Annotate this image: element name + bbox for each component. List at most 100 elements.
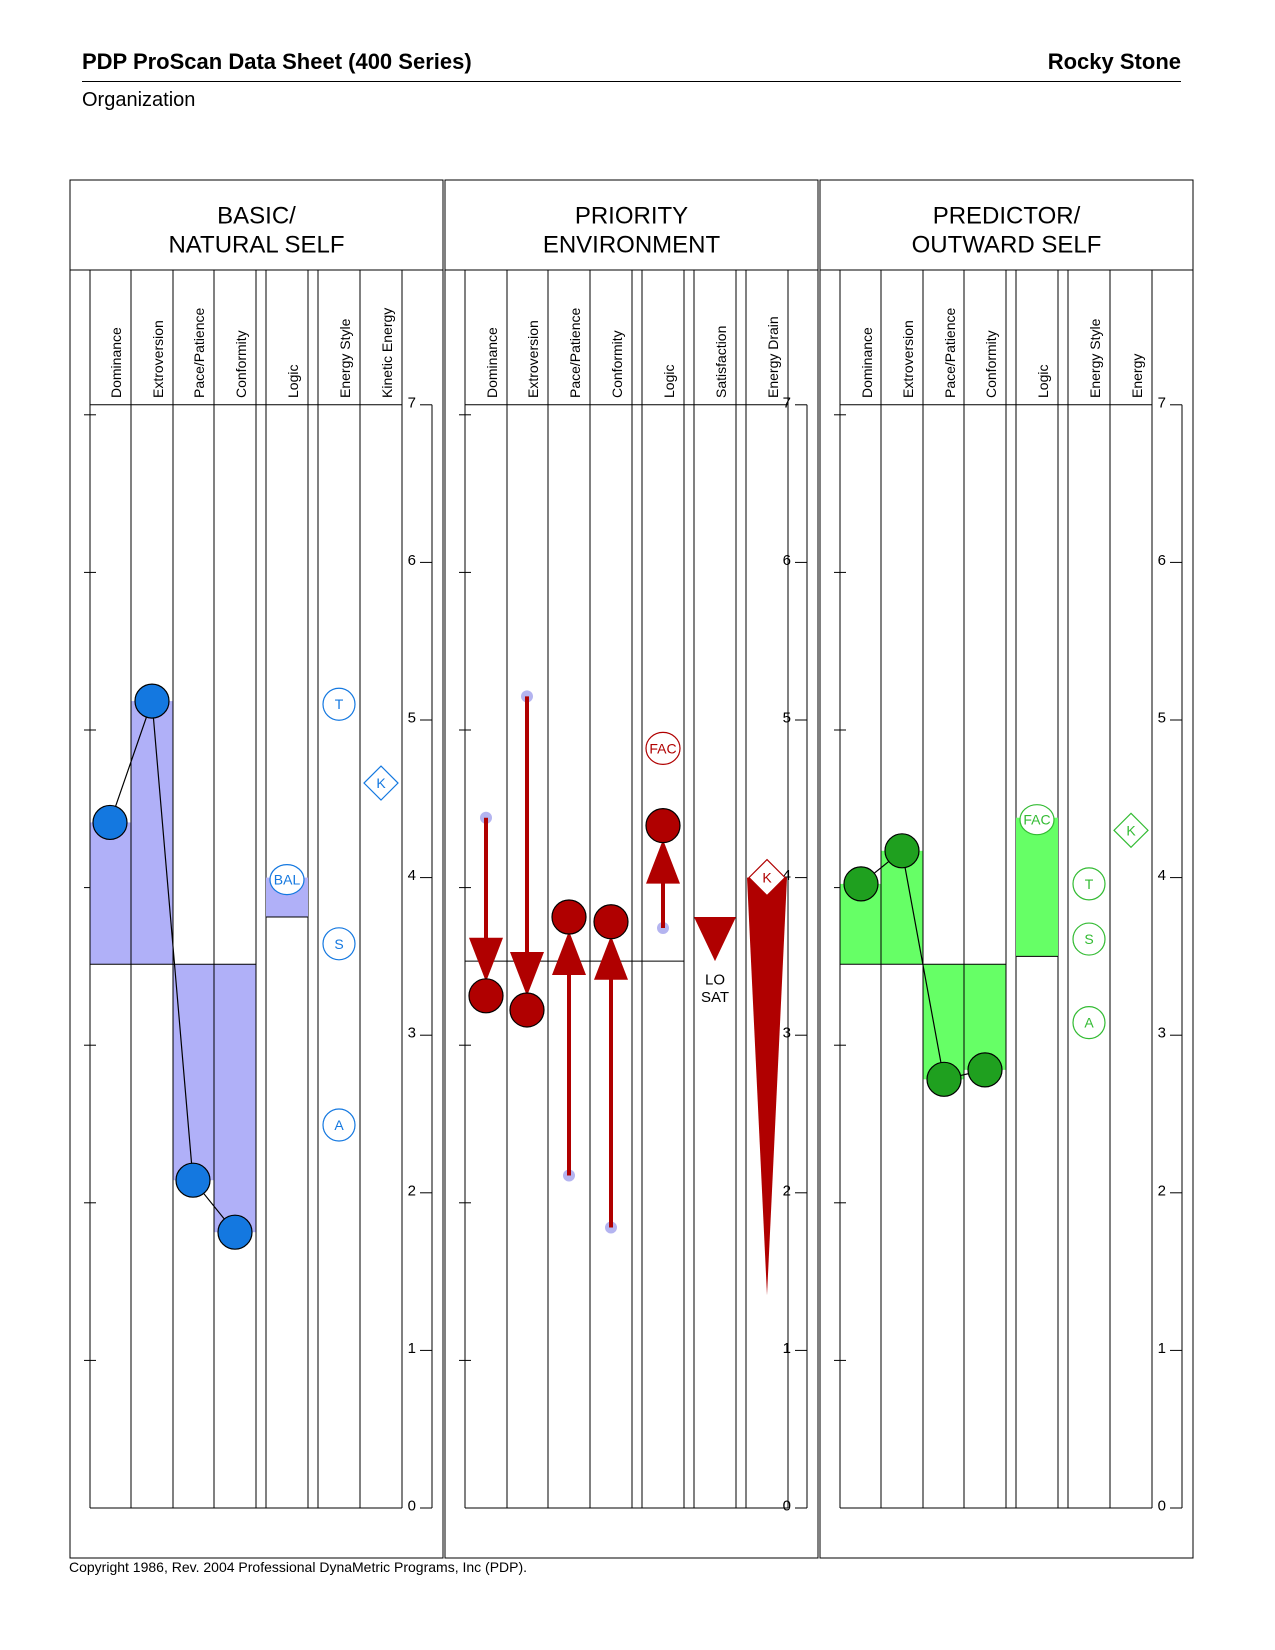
priority-shift-dot-pace-patience [551,899,587,935]
priority-scale-label-0: 0 [783,1498,791,1515]
predictor-scale-label-1: 1 [1158,1340,1166,1357]
priority-shift-arrow-logic [646,839,680,884]
predictor-logic-bar [1016,817,1058,957]
basic-col-label-dominance: Dominance [108,327,124,398]
predictor-scale-label-5: 5 [1158,710,1166,727]
priority-energy-drain-diamond [748,858,786,897]
predictor-energy-style-label-s: S [1084,931,1093,947]
basic-scale-label-1: 1 [408,1340,416,1357]
basic-scale-label-5: 5 [408,710,416,727]
basic-energy-style-circle-t [322,687,356,721]
basic-col-label-kinetic-energy: Kinetic Energy [379,308,395,398]
basic-logic-badge [269,863,305,896]
predictor-scale-label-7: 7 [1158,394,1166,411]
priority-scale-label-4: 4 [783,867,791,884]
priority-energy-drain-wedge [747,877,787,1296]
predictor-scale-label-6: 6 [1158,552,1166,569]
priority-energy-drain-label: K [762,870,772,886]
basic-col-label-logic: Logic [285,365,301,398]
predictor-title-line1: PREDICTOR/ [933,203,1081,230]
header-divider [82,81,1181,82]
predictor-col-label-extroversion: Extroversion [900,320,916,398]
basic-energy-label: K [376,775,386,791]
priority-satisfaction-label-line1: LO [705,972,725,989]
basic-trait-dot-dominance [92,804,128,841]
basic-scale-label-4: 4 [408,867,416,884]
priority-shift-dot-dominance [468,978,504,1014]
priority-col-label-conformity: Conformity [609,330,625,398]
basic-title-line1: BASIC/ [217,203,296,230]
basic-energy-diamond [363,765,399,801]
priority-shift-arrow-pace-patience [552,931,586,975]
predictor-trait-dot-extroversion [884,833,920,869]
predictor-trait-bar-pace-patience [923,964,964,1080]
predictor-energy-style-label-a: A [1084,1015,1094,1031]
basic-trait-bar-conformity [214,964,256,1233]
predictor-title-line2: OUTWARD SELF [912,232,1102,259]
priority-scale-label-2: 2 [783,1182,791,1199]
predictor-col-label-energy: Energy [1129,354,1145,398]
priority-scale-label-3: 3 [783,1025,791,1042]
predictor-energy-label: K [1126,822,1136,838]
priority-col-label-satisfaction: Satisfaction [713,326,729,398]
copyright-notice: Copyright 1986, Rev. 2004 Professional D… [69,1559,528,1575]
basic-trait-dot-conformity [217,1214,253,1250]
basic-trait-bar-pace-patience [173,964,214,1181]
proscan-chart: BASIC/NATURAL SELF Dominance Extroversion P… [69,179,1194,1559]
priority-scale-label-6: 6 [783,552,791,569]
priority-panel-frame [444,179,819,1559]
basic-col-label-conformity: Conformity [233,330,249,398]
predictor-trait-dot-pace-patience [926,1061,962,1097]
basic-trait-connector [109,700,236,1233]
basic-col-label-energy-style: Energy Style [337,318,353,398]
priority-shift-arrow-dominance [469,937,503,982]
predictor-col-label-dominance: Dominance [859,327,875,398]
priority-satisfaction-label-line2: SAT [701,989,729,1006]
priority-shift-dot-extroversion [509,992,545,1028]
priority-shift-arrow-conformity [594,935,628,980]
basic-scale-label-3: 3 [408,1025,416,1042]
predictor-scale-label-0: 0 [1158,1498,1166,1515]
predictor-logic-badge [1019,804,1055,836]
priority-satisfaction-arrow [694,917,736,962]
basic-title-line2: NATURAL SELF [168,232,344,259]
basic-col-label-extroversion: Extroversion [150,320,166,398]
predictor-scale-label-3: 3 [1158,1025,1166,1042]
priority-scale-label-7: 7 [783,394,791,411]
person-name: Rocky Stone [1047,49,1181,74]
predictor-energy-diamond [1113,812,1149,849]
basic-energy-style-label-t: T [335,696,344,712]
basic-scale-label-6: 6 [408,552,416,569]
priority-title-line1: PRIORITY [575,203,688,230]
basic-trait-dot-pace-patience [175,1162,211,1198]
priority-col-label-logic: Logic [661,365,677,398]
basic-trait-bar-dominance [90,822,131,965]
predictor-scale-label-2: 2 [1158,1182,1166,1199]
basic-energy-style-label-a: A [334,1117,344,1133]
priority-col-label-dominance: Dominance [484,327,500,398]
predictor-energy-style-circle-a [1072,1005,1106,1040]
predictor-trait-dot-conformity [967,1052,1003,1088]
predictor-energy-style-circle-t [1072,867,1106,901]
basic-trait-dot-extroversion [134,683,170,719]
priority-shift-dot-conformity [593,904,629,940]
predictor-energy-style-label-t: T [1085,876,1094,892]
predictor-col-label-logic: Logic [1035,365,1051,398]
basic-energy-style-circle-a [322,1108,356,1142]
priority-scale-label-1: 1 [783,1340,791,1357]
organization-label: Organization [82,89,196,111]
predictor-scale-label-4: 4 [1158,867,1166,884]
predictor-energy-style-circle-s [1072,922,1106,956]
basic-scale-label-0: 0 [408,1498,416,1515]
basic-scale-label-7: 7 [408,394,416,411]
priority-logic-badge [645,731,681,765]
priority-col-label-extroversion: Extroversion [525,320,541,398]
priority-col-label-energy-drain: Energy Drain [765,316,781,398]
predictor-trait-dot-dominance [843,866,879,902]
page-title: PDP ProScan Data Sheet (400 Series) [82,49,472,74]
predictor-col-label-conformity: Conformity [983,330,999,398]
predictor-panel-frame [819,179,1194,1559]
priority-title-line2: ENVIRONMENT [543,232,721,259]
basic-trait-bar-extroversion [131,701,173,965]
predictor-logic-label: FAC [1023,812,1050,828]
